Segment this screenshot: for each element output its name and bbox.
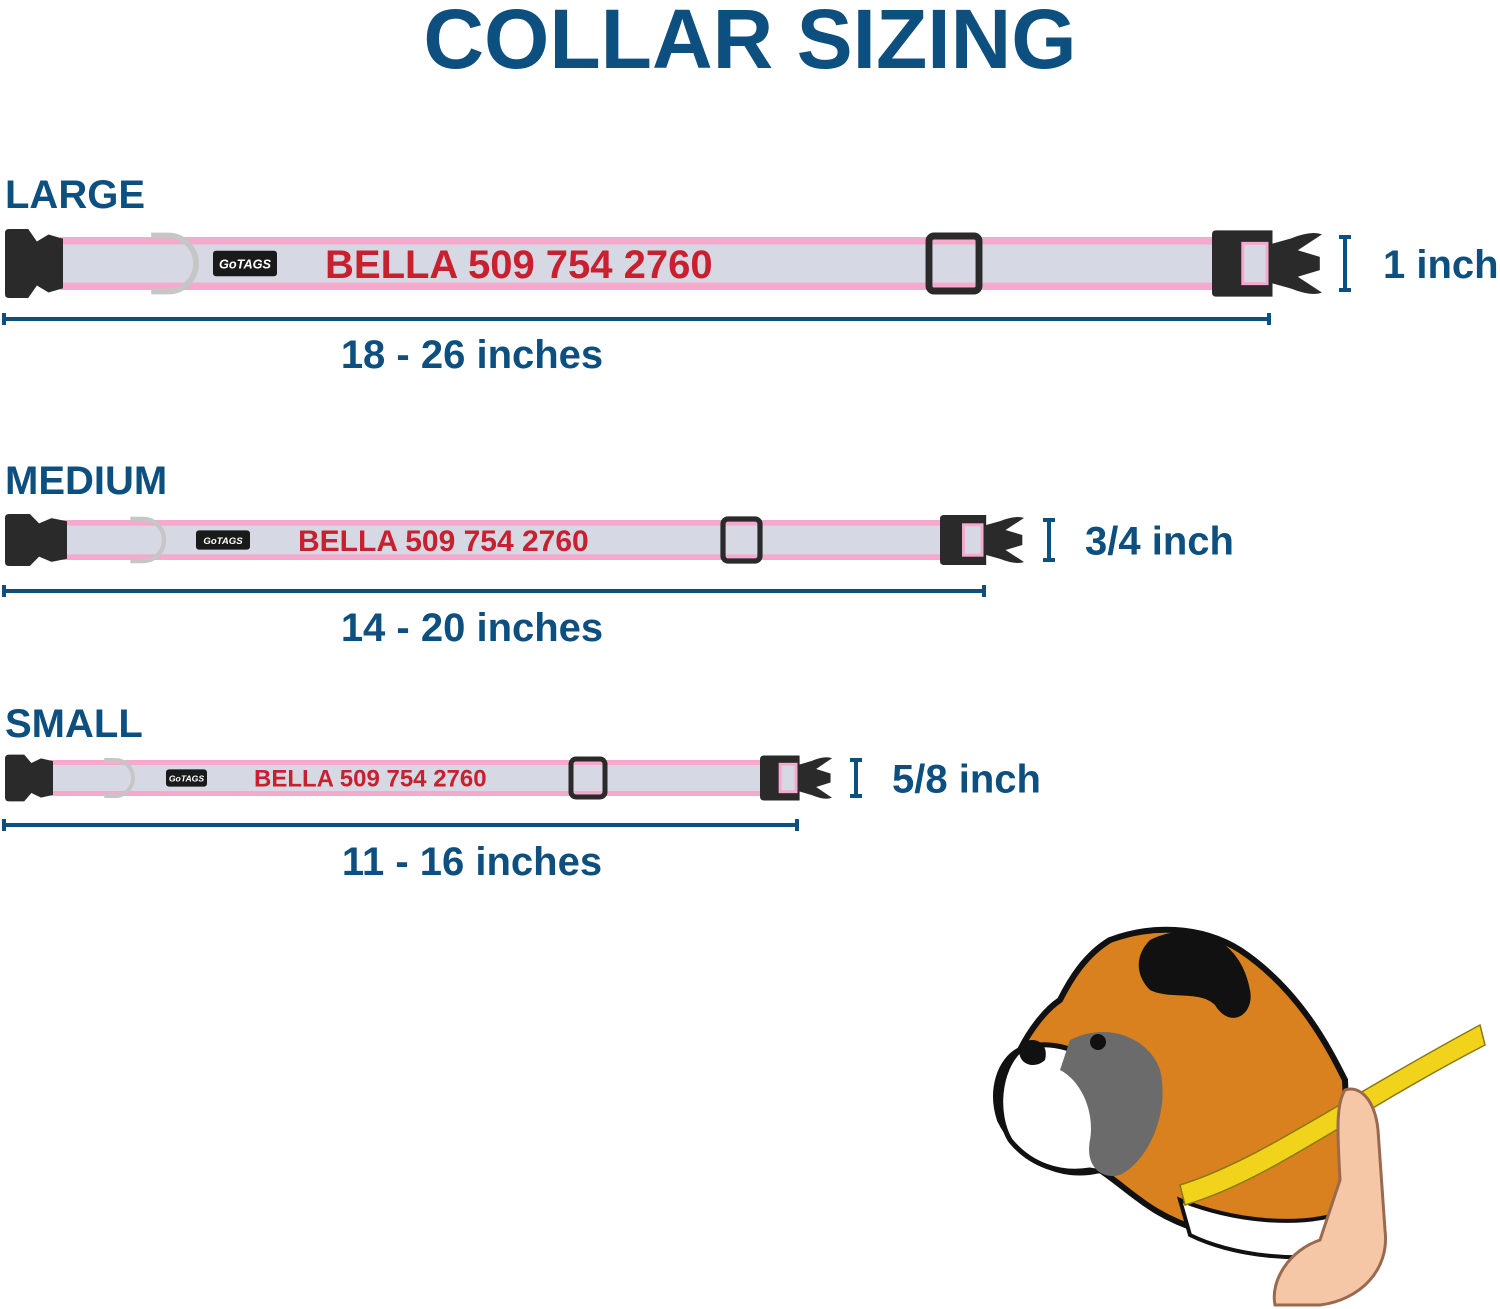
brand-tag-label: GoTAGS	[219, 257, 272, 272]
brand-tag	[213, 250, 277, 277]
collar-imprint-text: BELLA 509 754 2760	[298, 525, 589, 558]
d-ring-icon	[151, 232, 199, 295]
boxer-dog-icon	[993, 926, 1363, 1260]
collar-imprint-text: BELLA 509 754 2760	[254, 766, 487, 793]
buckle-female-icon	[5, 229, 63, 298]
width-label: 1 inch	[1383, 243, 1499, 287]
length-range-label: 18 - 26 inches	[341, 333, 603, 377]
collar-imprint-text: BELLA 509 754 2760	[325, 243, 713, 287]
size-name: LARGE	[5, 173, 145, 217]
slider-loop-icon	[720, 516, 763, 564]
brand-tag	[196, 530, 250, 550]
buckle-window	[962, 523, 984, 557]
brand-tag	[166, 769, 207, 787]
brand-tag-label: GoTAGS	[169, 773, 205, 783]
brand-tag-label: GoTAGS	[203, 536, 243, 547]
measuring-tape-icon	[1179, 1023, 1486, 1206]
buckle-window	[778, 762, 798, 794]
length-range-label: 14 - 20 inches	[341, 606, 603, 650]
page-title: COLLAR SIZING	[423, 0, 1076, 86]
width-label: 5/8 inch	[892, 757, 1041, 801]
slider-loop-icon	[925, 232, 983, 295]
buckle-female-icon	[5, 514, 67, 566]
size-name: MEDIUM	[5, 459, 167, 503]
width-label: 3/4 inch	[1085, 519, 1234, 563]
length-range-label: 11 - 16 inches	[342, 840, 602, 884]
buckle-window	[1241, 241, 1269, 286]
collar-size-small: SMALL GoTAGS BELLA 509 754 2760 11 - 16 inc…	[2, 702, 1041, 884]
size-name: SMALL	[5, 702, 143, 746]
hand-icon	[1272, 1087, 1388, 1307]
buckle-female-icon	[5, 754, 53, 802]
d-ring-icon	[104, 758, 135, 798]
collar-size-medium: MEDIUM GoTAGS BELLA 509 754 2760 14 - 20 in…	[2, 459, 1234, 650]
slider-loop-icon	[568, 756, 608, 800]
d-ring-icon	[130, 516, 167, 564]
collar-size-large: LARGE GoTAGS BELLA 509 754 2760 18 - 26 inc…	[2, 173, 1499, 377]
